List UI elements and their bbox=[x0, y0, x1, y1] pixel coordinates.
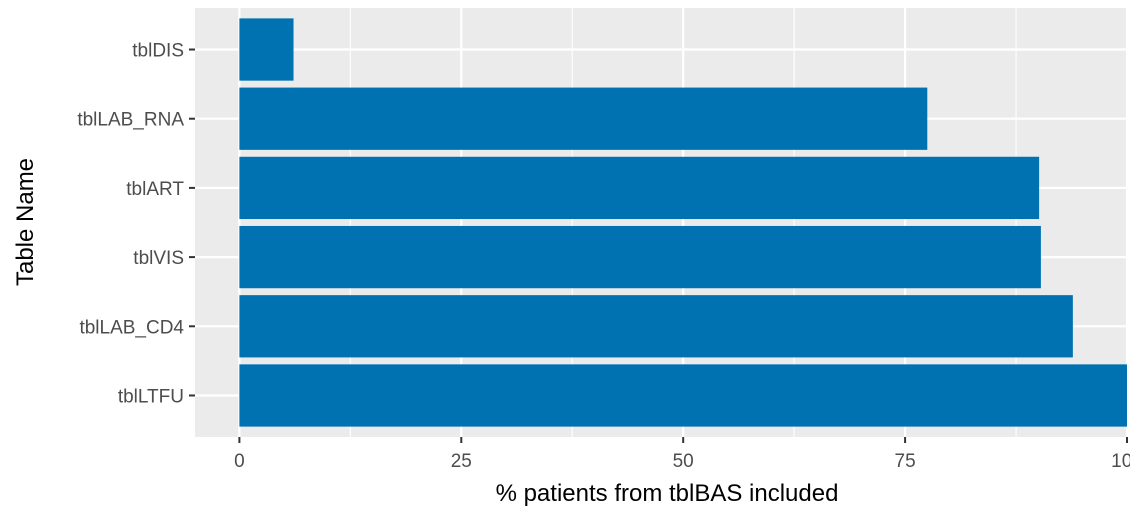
x-tick-label: 0 bbox=[234, 451, 245, 472]
y-tick-label: tblVIS bbox=[133, 248, 184, 269]
y-axis: tblDIS tblLAB_RNA tblART tblVIS tblLAB_CD4tb… bbox=[77, 41, 195, 408]
y-tick-label: tblLAB_RNA bbox=[77, 110, 184, 131]
x-axis: 0 25 50 75 100 bbox=[234, 437, 1130, 472]
x-tick-label: 100 bbox=[1111, 451, 1130, 472]
bar bbox=[239, 364, 1127, 426]
y-tick-label: tblART bbox=[126, 179, 184, 200]
y-tick-label: tblLTFU bbox=[118, 386, 184, 407]
bar bbox=[239, 157, 1039, 219]
x-tick-label: 50 bbox=[673, 451, 694, 472]
bar bbox=[239, 18, 293, 80]
x-tick-label: 75 bbox=[895, 451, 916, 472]
y-axis-title: Table Name bbox=[12, 158, 39, 286]
x-tick-label: 25 bbox=[451, 451, 472, 472]
bar bbox=[239, 295, 1072, 357]
y-tick-label: tblDIS bbox=[132, 41, 184, 62]
x-axis-title: % patients from tblBAS included bbox=[496, 480, 839, 507]
bar bbox=[239, 88, 927, 150]
bar bbox=[239, 226, 1041, 288]
y-tick-label: tblLAB_CD4 bbox=[79, 317, 184, 338]
